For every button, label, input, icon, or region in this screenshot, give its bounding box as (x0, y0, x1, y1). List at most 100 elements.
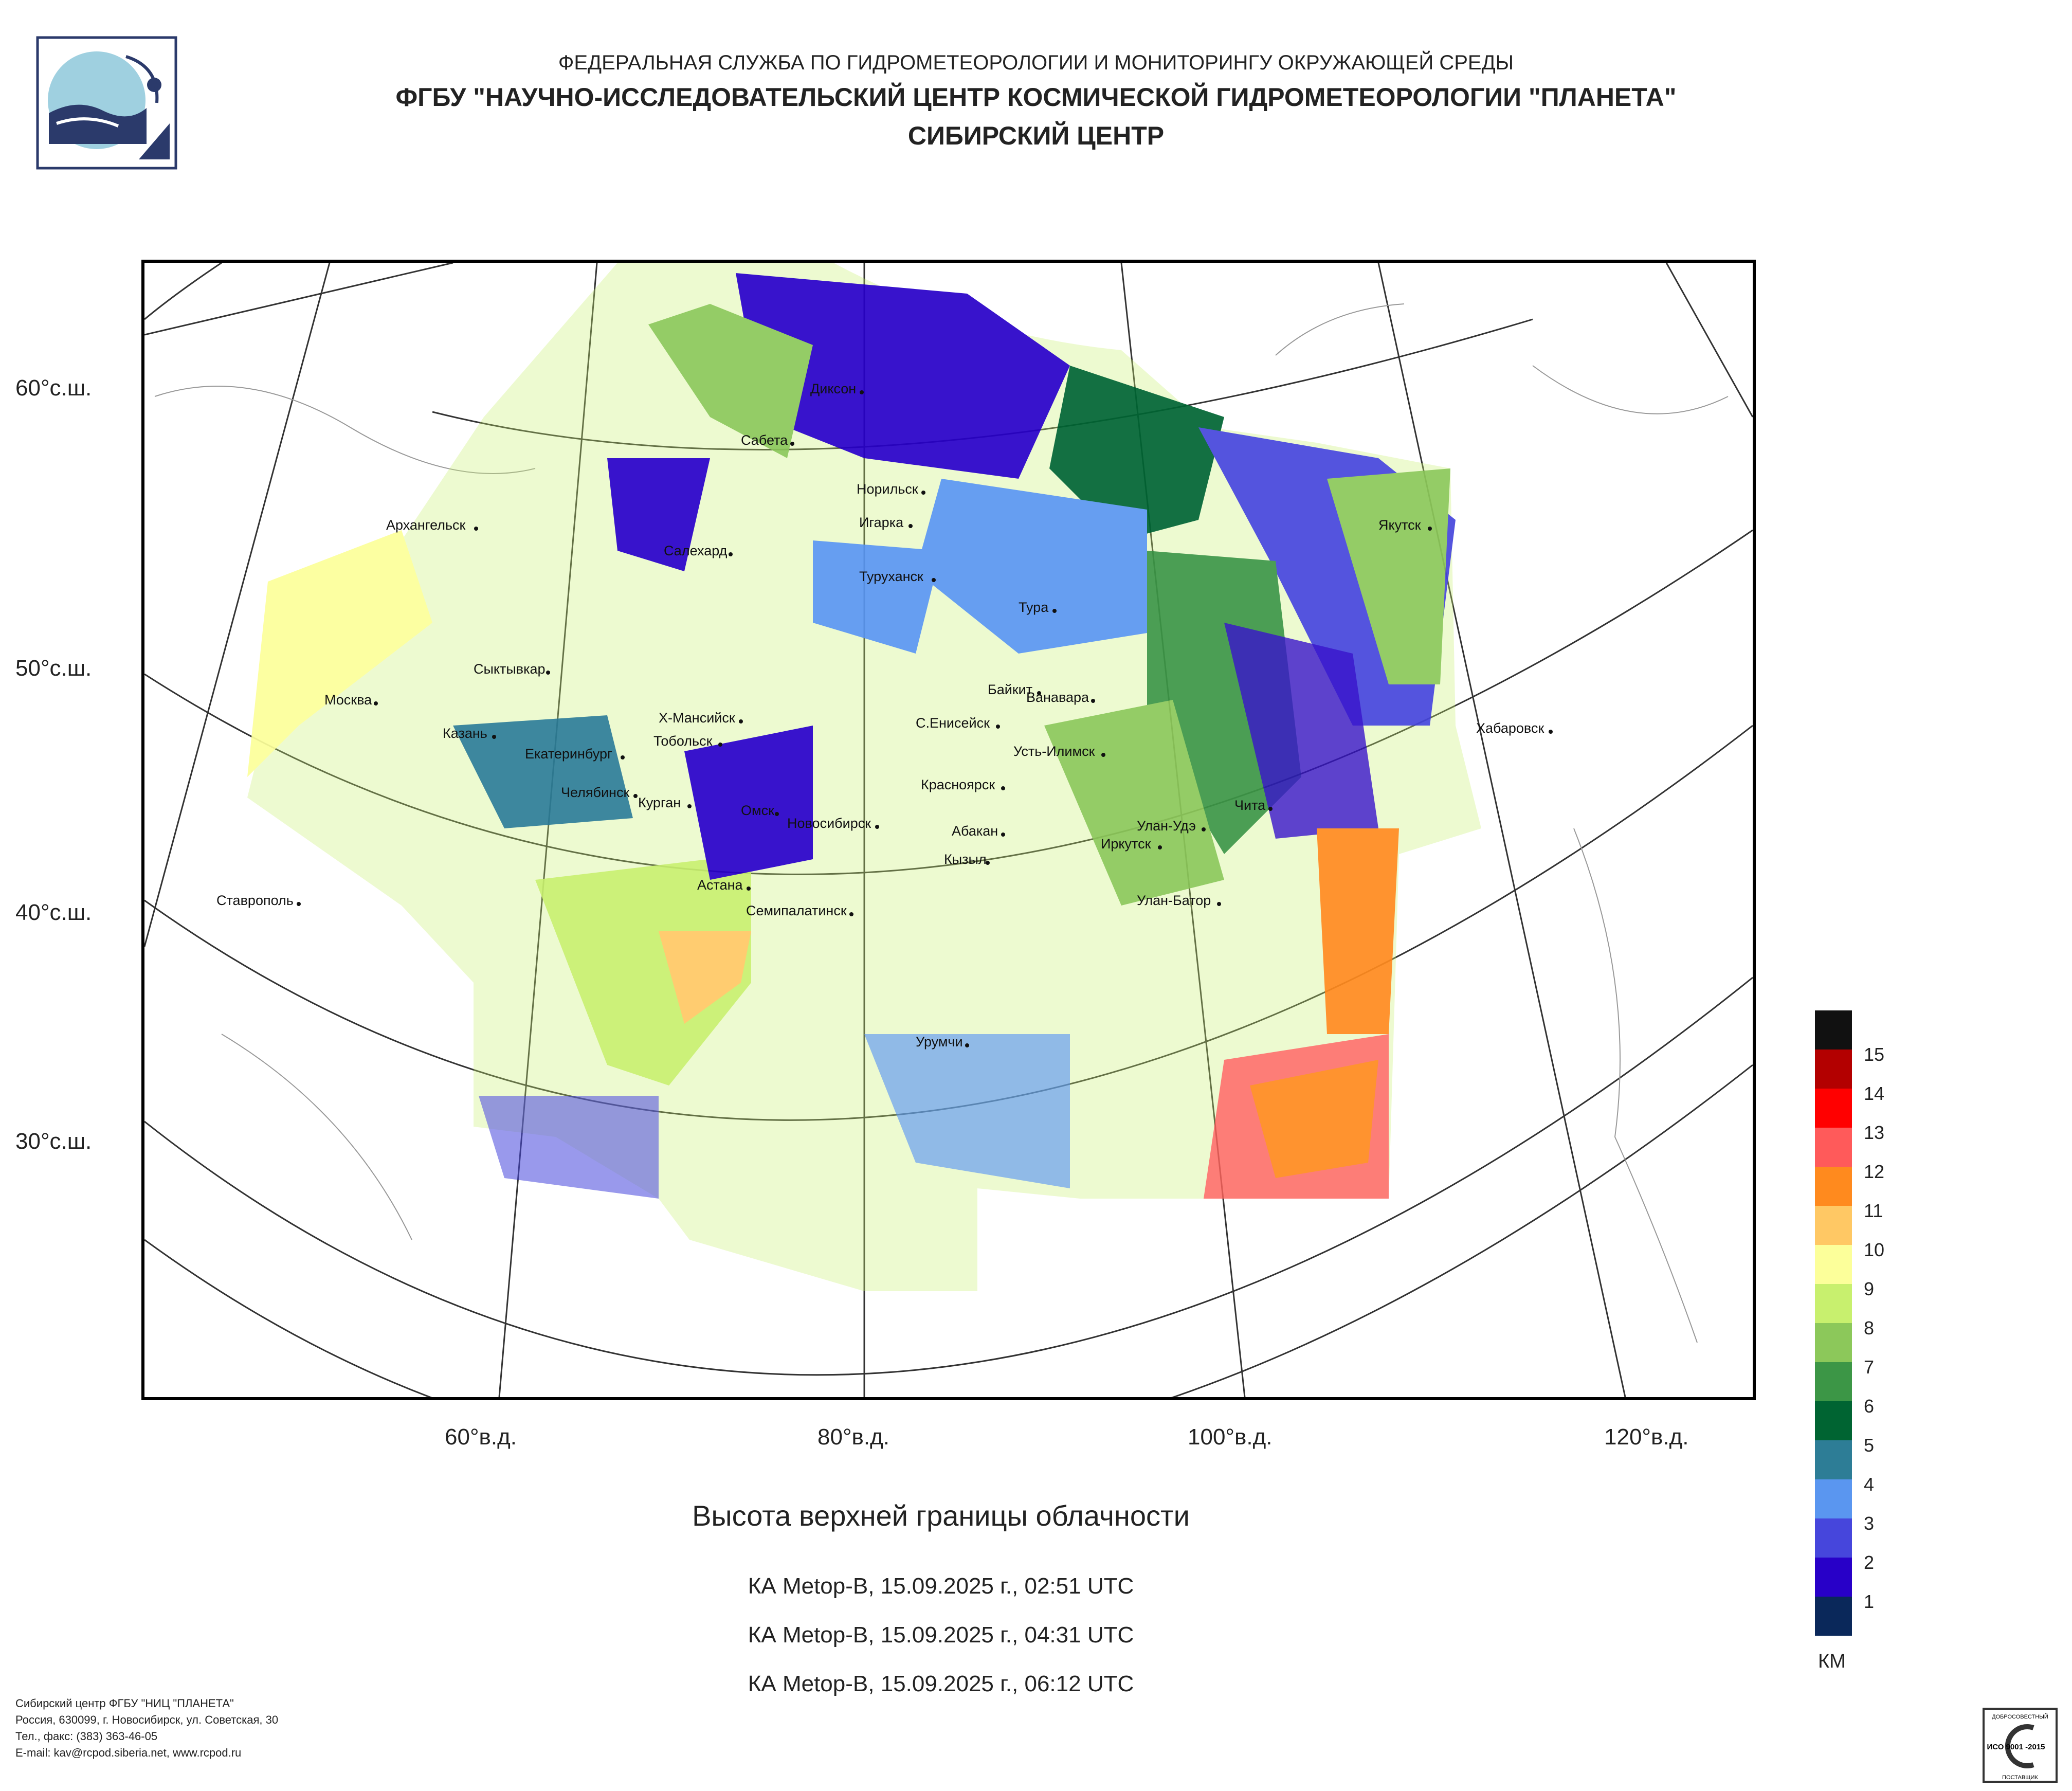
legend-level-label: 7 (1864, 1356, 1875, 1378)
city-label: Казань (443, 726, 487, 741)
city-marker (374, 701, 378, 705)
legend-level-label: 2 (1864, 1552, 1875, 1573)
city-marker (1101, 753, 1105, 757)
city-marker (1052, 609, 1057, 613)
city-marker (849, 912, 853, 916)
legend-swatch (1815, 1010, 1852, 1050)
city-marker (492, 735, 496, 739)
map-caption: Высота верхней границы облачности (692, 1499, 1190, 1532)
lat-label-50: 50°с.ш. (15, 656, 92, 681)
legend-swatch (1815, 1597, 1852, 1636)
legend-swatch (1815, 1479, 1852, 1518)
city-marker (860, 390, 864, 394)
city-label: Салехард (664, 543, 728, 558)
city-label: Усть-Илимск (1013, 744, 1095, 759)
legend-level-label: 15 (1864, 1044, 1885, 1065)
legend-level-label: 4 (1864, 1474, 1875, 1495)
legend-swatch (1815, 1245, 1852, 1284)
legend-swatch (1815, 1284, 1852, 1323)
city-marker (546, 671, 550, 675)
org-line-3: СИБИРСКИЙ ЦЕНТР (907, 121, 1165, 150)
city-marker (1001, 833, 1005, 837)
legend-level-label: 12 (1864, 1161, 1885, 1182)
city-label: Байкит (988, 682, 1033, 697)
city-label: Курган (638, 795, 681, 810)
lat-label-60: 60°с.ш. (15, 375, 92, 401)
legend-level-label: 11 (1864, 1200, 1883, 1221)
city-marker (1001, 786, 1005, 790)
org-line-2: ФГБУ "НАУЧНО-ИССЛЕДОВАТЕЛЬСКИЙ ЦЕНТР КОС… (395, 83, 1677, 112)
planeta-logo (36, 36, 177, 170)
lon-label-60: 60°в.д. (445, 1424, 517, 1450)
city-label: Екатеринбург (525, 746, 612, 762)
legend-swatch (1815, 1167, 1852, 1206)
city-label: Туруханск (859, 569, 923, 584)
city-marker (986, 861, 990, 865)
city-marker (1037, 691, 1041, 695)
lon-label-120: 120°в.д. (1604, 1424, 1689, 1450)
city-label: Урумчи (916, 1034, 963, 1050)
city-marker (1217, 902, 1221, 906)
city-label: Якутск (1378, 517, 1421, 533)
legend-level-label: 13 (1864, 1122, 1885, 1143)
city-marker (996, 725, 1000, 729)
city-marker (1202, 827, 1206, 831)
legend-swatch (1815, 1206, 1852, 1245)
city-label: Ванавара (1026, 690, 1089, 705)
city-label: Москва (324, 692, 372, 708)
iso-certificate-badge: ДОБРОСОВЕСТНЫЙ ИСО 9001 -2015 ПОСТАВЩИК (1983, 1708, 2058, 1783)
city-label: Астана (697, 877, 743, 893)
legend-swatch (1815, 1440, 1852, 1479)
city-marker (621, 755, 625, 759)
city-label: Игарка (859, 515, 904, 530)
pass-2: КА Metop-B, 15.09.2025 г., 04:31 UTC (748, 1622, 1134, 1648)
height-legend (1815, 1010, 1852, 1636)
city-marker (875, 825, 879, 829)
legend-swatch (1815, 1050, 1852, 1089)
legend-swatch (1815, 1558, 1852, 1597)
city-label: Норильск (857, 481, 918, 497)
city-marker (1549, 730, 1553, 734)
city-marker (1268, 807, 1273, 811)
city-marker (739, 719, 743, 723)
footer-line-2: Россия, 630099, г. Новосибирск, ул. Сове… (15, 1713, 279, 1726)
city-label: Диксон (810, 381, 857, 396)
legend-level-label: 10 (1864, 1239, 1885, 1260)
city-label: Новосибирск (787, 816, 871, 831)
city-marker (1428, 527, 1432, 531)
legend-swatch (1815, 1128, 1852, 1167)
legend-swatch (1815, 1518, 1852, 1558)
city-label: Абакан (952, 823, 998, 839)
city-label: Иркутск (1101, 836, 1151, 852)
legend-unit: КМ (1818, 1651, 1846, 1672)
city-label: Х-Мансийск (659, 710, 735, 726)
legend-swatch (1815, 1323, 1852, 1362)
city-label: Ставрополь (216, 893, 294, 908)
legend-level-label: 8 (1864, 1317, 1875, 1338)
legend-swatch (1815, 1089, 1852, 1128)
city-marker (921, 491, 925, 495)
city-marker (633, 794, 638, 798)
org-line-1: ФЕДЕРАЛЬНАЯ СЛУЖБА ПО ГИДРОМЕТЕОРОЛОГИИ … (558, 51, 1514, 74)
pass-1: КА Metop-B, 15.09.2025 г., 02:51 UTC (748, 1573, 1134, 1599)
city-marker (474, 527, 478, 531)
iso-bottom-text: ПОСТАВЩИК (2002, 1775, 2038, 1781)
footer-line-3: Тел., факс: (383) 363-46-05 (15, 1730, 158, 1743)
lon-label-80: 80°в.д. (817, 1424, 890, 1450)
pass-3: КА Metop-B, 15.09.2025 г., 06:12 UTC (748, 1671, 1134, 1696)
footer-line-1: Сибирский центр ФГБУ "НИЦ "ПЛАНЕТА" (15, 1697, 234, 1710)
city-label: Кызыл (944, 852, 987, 867)
city-label: Хабаровск (1476, 720, 1544, 736)
legend-level-label: 9 (1864, 1278, 1875, 1299)
city-marker (718, 743, 722, 747)
city-label: Архангельск (386, 517, 466, 533)
city-marker (747, 887, 751, 891)
city-label: Улан-Батор (1137, 893, 1211, 908)
iso-top-text: ДОБРОСОВЕСТНЫЙ (1992, 1713, 2048, 1720)
city-label: С.Енисейск (916, 715, 990, 731)
legend-level-label: 1 (1864, 1591, 1875, 1612)
city-marker (687, 804, 692, 808)
city-marker (1158, 845, 1162, 849)
city-label: Красноярск (921, 777, 995, 792)
legend-swatch (1815, 1401, 1852, 1440)
